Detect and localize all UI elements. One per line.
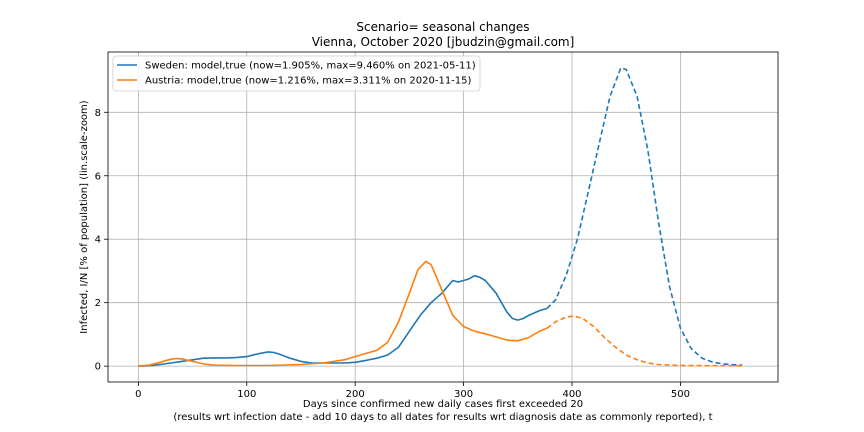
y-tick-label: 0	[95, 362, 101, 373]
legend-entry-1: Austria: model,true (now=1.216%, max=3.3…	[145, 76, 472, 87]
y-tick-label: 8	[95, 108, 101, 119]
y-tick-label: 2	[95, 298, 101, 309]
x-tick-label: 400	[562, 389, 581, 400]
y-tick-label: 4	[95, 235, 101, 246]
series-layer	[138, 66, 743, 367]
tick-layer: 0 100 200 300 400 500 0 2 4 6 8	[95, 108, 690, 400]
x-tick-label: 500	[671, 389, 690, 400]
chart-title: Scenario= seasonal changes	[356, 20, 529, 34]
x-axis-label-note: (results wrt infection date - add 10 day…	[173, 412, 712, 423]
legend-box	[112, 55, 481, 92]
legend: Sweden: model,true (now=1.905%, max=9.46…	[112, 55, 481, 92]
grid	[108, 52, 778, 382]
x-tick-label: 0	[135, 389, 141, 400]
x-tick-label: 300	[454, 389, 473, 400]
series-line-0-solid	[138, 274, 548, 367]
plot-frame	[107, 51, 779, 383]
series-line-0-dashed	[546, 66, 743, 366]
y-tick-label: 6	[95, 171, 101, 182]
legend-entry-0: Sweden: model,true (now=1.905%, max=9.46…	[145, 61, 476, 72]
series-line-1-dashed	[546, 315, 743, 367]
series-line-1-solid	[138, 260, 548, 367]
x-axis-label: Days since confirmed new daily cases fir…	[303, 399, 583, 410]
y-axis-label: Infected, I/N [% of population] (lin.sca…	[79, 100, 90, 333]
x-tick-label: 200	[346, 389, 365, 400]
chart-subtitle: Vienna, October 2020 [jbudzin@gmail.com]	[312, 35, 575, 49]
x-tick-label: 100	[237, 389, 256, 400]
